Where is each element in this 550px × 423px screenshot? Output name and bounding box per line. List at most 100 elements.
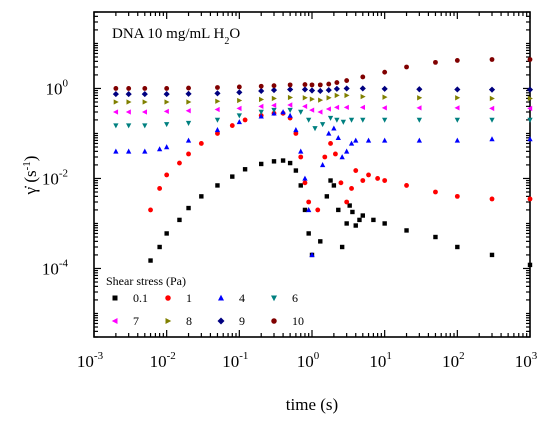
- data-point: [287, 112, 293, 118]
- data-point: [298, 148, 304, 154]
- data-point: [287, 160, 293, 166]
- data-point: [306, 199, 312, 205]
- data-point: [126, 123, 132, 129]
- data-point: [382, 117, 388, 123]
- data-point: [360, 213, 365, 218]
- data-point: [527, 136, 533, 142]
- data-point: [455, 244, 460, 250]
- data-point: [327, 115, 334, 121]
- data-point: [404, 64, 409, 70]
- data-point: [343, 85, 350, 92]
- legend-item: 9: [217, 314, 245, 328]
- data-point: [344, 78, 350, 83]
- data-point: [433, 189, 438, 195]
- data-point: [527, 95, 533, 102]
- data-point: [339, 154, 345, 160]
- data-point: [236, 89, 243, 96]
- data-point: [270, 87, 278, 94]
- data-point: [350, 209, 355, 215]
- data-point: [302, 82, 308, 87]
- data-point: [526, 86, 534, 93]
- legend-item: 1: [165, 291, 192, 305]
- data-point: [280, 158, 286, 163]
- data-point: [287, 86, 294, 93]
- data-point: [157, 186, 163, 191]
- data-point: [293, 127, 299, 133]
- x-tick-label: 10-2: [150, 350, 176, 371]
- data-point: [433, 59, 438, 65]
- legend-marker: [217, 317, 225, 325]
- data-point: [371, 217, 376, 223]
- data-point: [527, 196, 533, 202]
- data-point: [344, 148, 350, 154]
- legend-label: 0.1: [133, 291, 148, 305]
- data-point: [312, 126, 318, 132]
- data-point: [141, 109, 147, 115]
- legend-item: 7: [111, 314, 139, 328]
- data-point: [318, 239, 323, 244]
- data-point: [348, 140, 355, 146]
- data-point: [382, 137, 388, 143]
- data-point: [177, 217, 182, 223]
- data-point: [287, 82, 293, 88]
- data-point: [301, 86, 309, 93]
- data-point: [199, 194, 204, 199]
- data-point: [317, 82, 323, 88]
- data-point: [141, 91, 148, 98]
- data-point: [454, 86, 461, 93]
- data-point: [230, 174, 235, 179]
- data-point: [142, 123, 148, 129]
- data-point: [336, 207, 341, 213]
- data-point: [334, 92, 340, 99]
- data-point: [334, 80, 340, 86]
- series-1: [148, 110, 533, 213]
- data-point: [360, 74, 366, 80]
- data-point: [527, 105, 533, 112]
- data-point: [293, 168, 299, 173]
- data-point: [334, 104, 340, 111]
- data-point: [347, 203, 352, 208]
- data-point: [416, 137, 422, 143]
- legend-item: 8: [165, 314, 192, 328]
- data-point: [340, 119, 346, 125]
- data-point: [177, 160, 182, 166]
- data-point: [258, 103, 264, 110]
- data-point: [334, 117, 340, 123]
- data-point: [113, 109, 119, 115]
- data-point: [271, 83, 277, 89]
- data-point: [185, 90, 192, 97]
- data-point: [381, 105, 387, 111]
- data-point: [322, 154, 328, 160]
- data-point: [298, 154, 304, 160]
- legend-marker: [111, 318, 118, 324]
- y-axis-label: γ̇ (s-1): [21, 156, 40, 196]
- data-point: [271, 110, 277, 116]
- x-tick-label: 10-1: [222, 350, 248, 371]
- data-point: [309, 107, 315, 113]
- data-point: [164, 231, 169, 236]
- data-point: [366, 172, 371, 178]
- data-point: [338, 180, 344, 186]
- data-point: [302, 207, 308, 213]
- series-6: [113, 107, 533, 132]
- data-point: [271, 95, 277, 102]
- legend-marker: [165, 318, 172, 324]
- data-point: [306, 231, 311, 236]
- legend: 0.1 1 4 6 7 8 9 10: [111, 291, 304, 328]
- data-point: [280, 109, 286, 115]
- legend-label: 1: [186, 291, 192, 305]
- data-point: [353, 137, 359, 143]
- data-point: [527, 117, 533, 123]
- data-point: [242, 167, 248, 172]
- legend-label: 4: [239, 291, 245, 305]
- data-point: [317, 109, 323, 115]
- data-point: [258, 83, 264, 89]
- y-tick-label: 10-4: [42, 257, 69, 278]
- data-point: [382, 69, 388, 75]
- data-point: [156, 146, 163, 152]
- data-point: [328, 178, 333, 183]
- data-point: [186, 151, 191, 157]
- data-point: [331, 125, 337, 131]
- data-point: [236, 119, 242, 125]
- data-point: [326, 130, 332, 136]
